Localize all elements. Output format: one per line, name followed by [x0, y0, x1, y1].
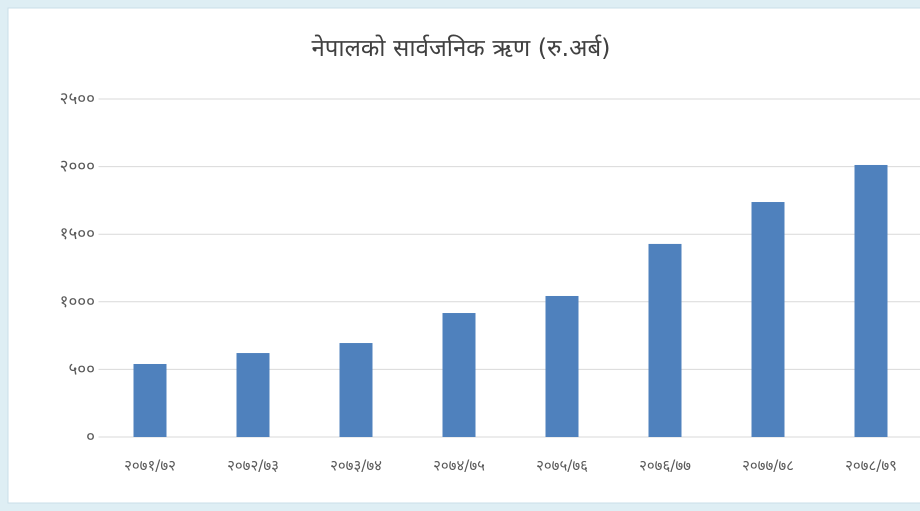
bar	[442, 313, 476, 437]
y-tick-label: ५००	[68, 359, 95, 379]
x-tick-label: २०७२/७३	[227, 457, 279, 475]
x-tick-label: २०७८/७९	[845, 457, 897, 475]
x-tick-label: २०७७/७८	[742, 457, 794, 475]
x-tick-label: २०७६/७७	[639, 457, 691, 475]
bar	[236, 353, 270, 437]
x-tick-label: २०७४/७५	[433, 457, 485, 475]
bar	[339, 343, 373, 437]
bar	[751, 202, 785, 437]
bar	[133, 363, 167, 437]
y-tick-label: ०	[86, 427, 95, 447]
x-tick-label: २०७५/७६	[536, 457, 588, 475]
bar	[648, 243, 682, 437]
y-tick-label: २०००	[60, 157, 95, 177]
y-tick-label: १०००	[60, 292, 95, 312]
bar	[545, 295, 579, 437]
y-tick-label: १५००	[60, 224, 95, 244]
chart-title: नेपालको सार्वजनिक ऋण (रु.अर्ब)	[311, 34, 610, 62]
x-tick-label: २०७१/७२	[124, 457, 176, 475]
bar	[854, 164, 888, 437]
y-tick-label: २५००	[60, 89, 95, 109]
x-tick-label: २०७३/७४	[330, 457, 382, 475]
